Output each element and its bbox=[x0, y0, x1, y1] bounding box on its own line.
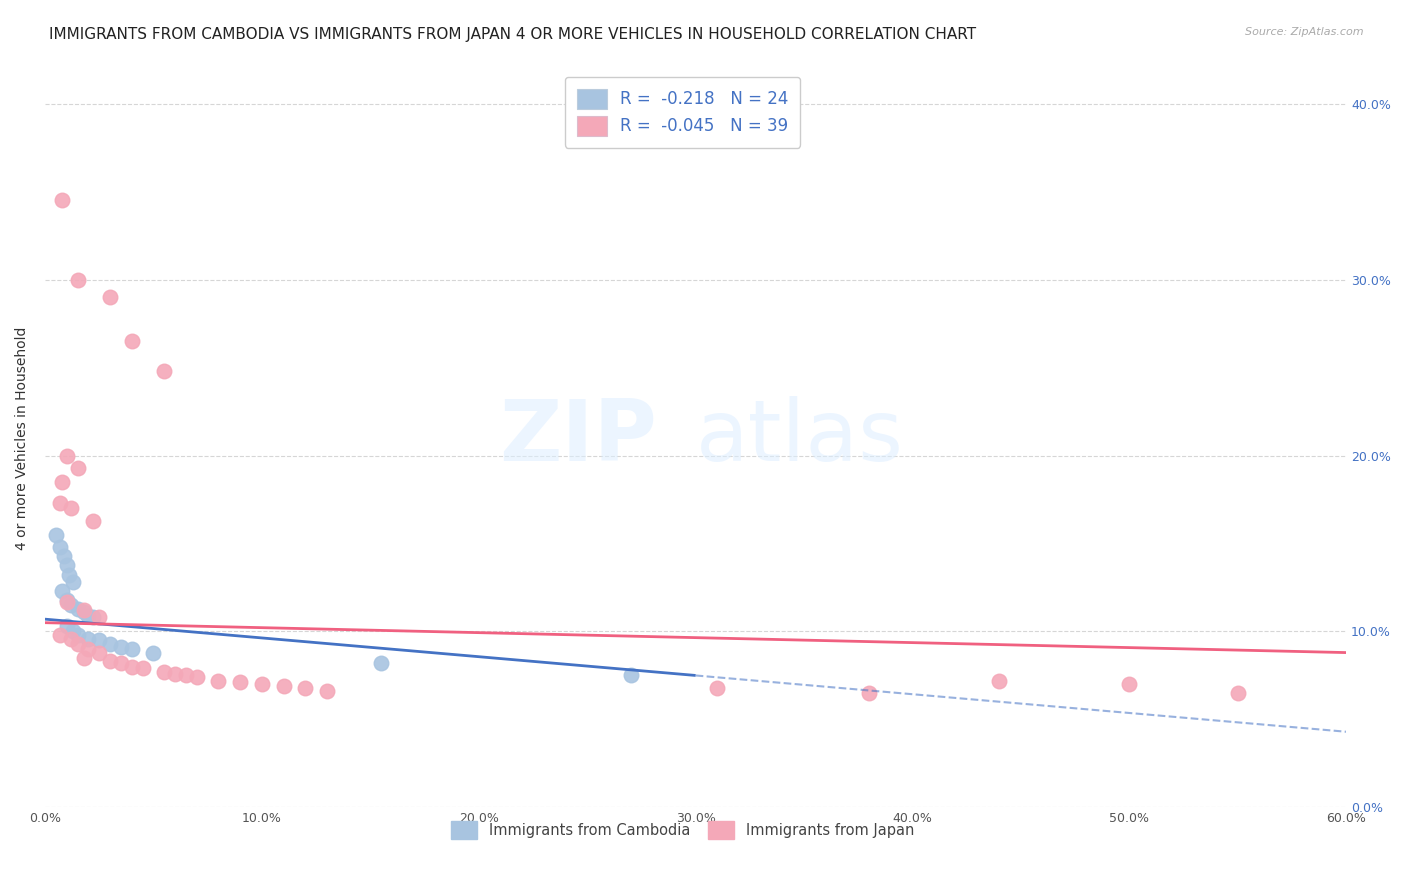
Point bbox=[98, 654, 121, 668]
Point bbox=[82, 514, 104, 528]
Point bbox=[121, 334, 143, 349]
Point bbox=[89, 610, 111, 624]
Legend: Immigrants from Cambodia, Immigrants from Japan: Immigrants from Cambodia, Immigrants fro… bbox=[446, 815, 920, 845]
Point bbox=[174, 668, 197, 682]
Point bbox=[153, 665, 176, 679]
Point bbox=[370, 656, 392, 670]
Point bbox=[62, 575, 84, 590]
Point bbox=[273, 679, 295, 693]
Point bbox=[55, 558, 77, 572]
Point bbox=[49, 496, 72, 510]
Point bbox=[82, 610, 104, 624]
Point bbox=[55, 592, 77, 607]
Point bbox=[98, 637, 121, 651]
Point bbox=[121, 659, 143, 673]
Y-axis label: 4 or more Vehicles in Household: 4 or more Vehicles in Household bbox=[15, 326, 30, 549]
Point bbox=[165, 666, 187, 681]
Point bbox=[73, 605, 96, 619]
Point bbox=[66, 637, 89, 651]
Point bbox=[55, 594, 77, 608]
Point bbox=[229, 675, 252, 690]
Point bbox=[89, 646, 111, 660]
Point bbox=[316, 684, 339, 698]
Point bbox=[59, 632, 82, 646]
Point bbox=[77, 642, 100, 657]
Point bbox=[207, 673, 229, 688]
Point bbox=[59, 598, 82, 612]
Text: atlas: atlas bbox=[696, 396, 904, 480]
Point bbox=[988, 673, 1011, 688]
Point bbox=[51, 584, 73, 599]
Point bbox=[45, 527, 67, 541]
Point bbox=[98, 290, 121, 304]
Point bbox=[186, 670, 208, 684]
Point bbox=[250, 677, 273, 691]
Point bbox=[51, 194, 73, 208]
Text: ZIP: ZIP bbox=[499, 396, 657, 480]
Point bbox=[49, 628, 72, 642]
Point bbox=[66, 628, 89, 642]
Point bbox=[131, 661, 153, 675]
Point bbox=[77, 632, 100, 646]
Point bbox=[58, 568, 80, 582]
Point bbox=[858, 686, 880, 700]
Point bbox=[66, 601, 89, 615]
Point bbox=[110, 640, 132, 655]
Point bbox=[49, 540, 72, 554]
Point bbox=[142, 646, 165, 660]
Point bbox=[73, 603, 96, 617]
Point bbox=[55, 449, 77, 463]
Point bbox=[294, 681, 316, 695]
Text: Source: ZipAtlas.com: Source: ZipAtlas.com bbox=[1246, 27, 1364, 37]
Point bbox=[51, 475, 73, 489]
Point bbox=[77, 608, 100, 623]
Point bbox=[121, 642, 143, 657]
Point bbox=[153, 364, 176, 378]
Point bbox=[110, 656, 132, 670]
Point bbox=[706, 681, 728, 695]
Point bbox=[73, 651, 96, 665]
Point bbox=[66, 461, 89, 475]
Point bbox=[1118, 677, 1140, 691]
Point bbox=[59, 501, 82, 516]
Point bbox=[619, 668, 641, 682]
Point bbox=[62, 624, 84, 639]
Point bbox=[89, 633, 111, 648]
Point bbox=[1226, 686, 1249, 700]
Point bbox=[53, 549, 76, 563]
Point bbox=[55, 619, 77, 633]
Point bbox=[66, 272, 89, 286]
Text: IMMIGRANTS FROM CAMBODIA VS IMMIGRANTS FROM JAPAN 4 OR MORE VEHICLES IN HOUSEHOL: IMMIGRANTS FROM CAMBODIA VS IMMIGRANTS F… bbox=[49, 27, 976, 42]
